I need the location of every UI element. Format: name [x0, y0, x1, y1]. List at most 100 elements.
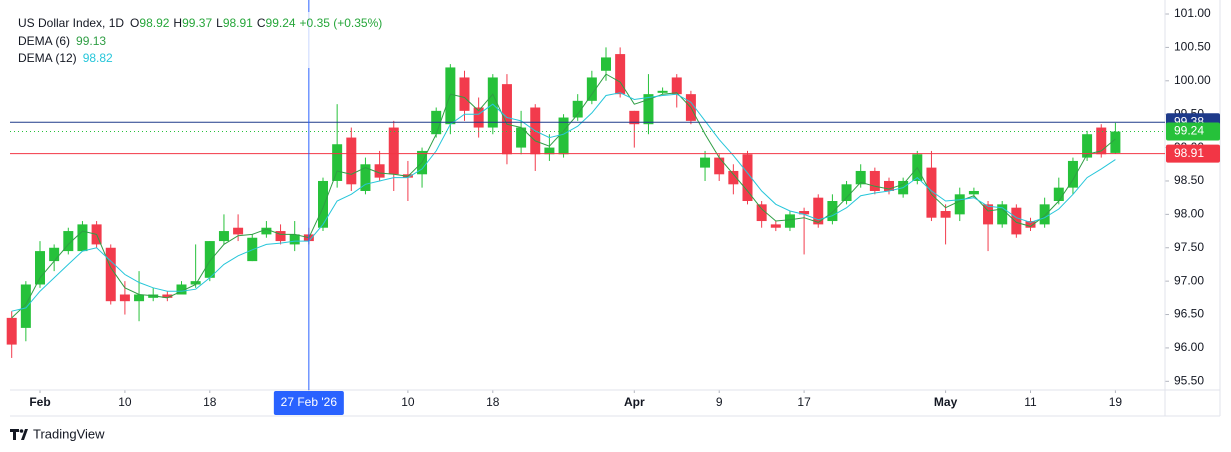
indicator-name: DEMA (12) — [18, 51, 77, 65]
candle-body — [572, 100, 583, 118]
candle-body — [204, 241, 215, 278]
candle-body — [671, 77, 682, 95]
candle-body — [799, 211, 810, 215]
x-tick-label: 19 — [1109, 395, 1123, 409]
y-tick-label: 100.50 — [1174, 40, 1211, 54]
candle-body — [1110, 131, 1121, 153]
candle-body — [20, 284, 31, 328]
ohlc-value: 99.37 — [182, 16, 212, 30]
candle-body — [770, 224, 781, 228]
x-tick-label: 17 — [797, 395, 811, 409]
candle-body — [1039, 204, 1050, 225]
candle-body — [813, 197, 824, 225]
candle-body — [700, 157, 711, 168]
candle-body — [728, 170, 739, 185]
y-tick-label: 95.50 — [1174, 373, 1204, 387]
y-tick-label: 96.00 — [1174, 340, 1204, 354]
x-tick-label: 10 — [118, 395, 132, 409]
candle-body — [869, 170, 880, 191]
header: US Dollar Index, 1D O98.92 H99.37 L98.91 C99… — [18, 16, 382, 30]
brand-logo: TradingView — [10, 426, 105, 441]
candle-body — [119, 294, 130, 302]
candle-body — [884, 180, 894, 191]
ohlc-value: 98.92 — [139, 16, 169, 30]
x-tick-label: 18 — [486, 395, 500, 409]
x-tick-label: 18 — [203, 395, 217, 409]
candle-body — [346, 137, 357, 185]
x-tick-label: 9 — [716, 395, 723, 409]
candle-body — [940, 211, 951, 218]
x-tick-label: Apr — [624, 395, 645, 409]
candle-body — [176, 284, 187, 295]
x-tick-label: May — [934, 395, 958, 409]
candle-body — [388, 127, 399, 175]
indicator-line — [11, 73, 1116, 319]
candle-body — [162, 294, 173, 298]
ohlc-label: C — [257, 16, 266, 30]
candle-body — [6, 317, 17, 345]
brand-name: TradingView — [33, 426, 105, 441]
price-line-badge — [1166, 144, 1220, 163]
crosshair-date-label: 27 Feb '26 — [281, 395, 338, 409]
candle-body — [77, 224, 88, 252]
candle-body — [714, 157, 725, 175]
candle-body — [275, 231, 286, 242]
candle-body — [1025, 221, 1036, 228]
logo-dot — [19, 429, 24, 433]
candle-body — [63, 231, 74, 252]
candle-body — [374, 164, 385, 178]
indicator-legend: DEMA (12) 98.82 — [18, 51, 113, 65]
candle-body — [855, 170, 866, 185]
ohlc-label: L — [216, 16, 223, 30]
candle-body — [657, 90, 668, 93]
candle-body — [968, 190, 979, 195]
candle-body — [1082, 134, 1093, 158]
candle-body — [643, 94, 654, 125]
candle-body — [289, 234, 300, 245]
x-tick-label: Feb — [29, 395, 50, 409]
ohlc-value: 98.91 — [223, 16, 253, 30]
candle-body — [218, 231, 229, 242]
indicator-name: DEMA (6) — [18, 34, 70, 48]
price-line-label: 98.91 — [1174, 146, 1204, 160]
ohlc-label: H — [173, 16, 182, 30]
candle-body — [190, 281, 201, 285]
candle-body — [742, 154, 753, 202]
candle-body — [544, 147, 555, 155]
candle-body — [516, 127, 527, 148]
y-tick-label: 98.00 — [1174, 207, 1204, 221]
indicator-legend: DEMA (6) 99.13 — [18, 34, 106, 48]
candle-body — [459, 77, 470, 111]
candle-body — [1096, 127, 1107, 155]
last-price-label: 99.24 — [1174, 124, 1204, 138]
candle-body — [332, 144, 343, 181]
candle-body — [558, 117, 569, 155]
candle-body — [360, 164, 371, 191]
y-tick-label: 98.50 — [1174, 173, 1204, 187]
x-tick-label: 11 — [1024, 395, 1037, 409]
indicator-value: 99.13 — [76, 34, 106, 48]
candle-body — [473, 107, 484, 128]
candle-body — [49, 247, 60, 262]
legend-backdrop — [14, 12, 394, 68]
candle-body — [926, 167, 937, 218]
symbol: US Dollar Index, 1D — [18, 16, 124, 30]
candle-body — [1053, 187, 1064, 202]
y-tick-label: 97.50 — [1174, 240, 1204, 254]
change: +0.35 (+0.35%) — [300, 16, 383, 30]
y-tick-label: 97.00 — [1174, 273, 1204, 287]
x-tick-label: 10 — [401, 395, 415, 409]
candle-body — [997, 204, 1008, 225]
ohlc-label: O — [130, 16, 139, 30]
candle-body — [134, 294, 145, 302]
candle-body — [954, 194, 965, 215]
ohlc-value: 99.24 — [266, 16, 296, 30]
overlay: Feb 10 18 27 Feb '26 10 18 Apr 9 17 May 11 1999.389… — [10, 0, 1220, 415]
last-price-badge — [1166, 122, 1220, 141]
candle-body — [487, 77, 498, 128]
candle-body — [35, 251, 45, 285]
candle-body — [501, 84, 512, 155]
candle-body — [629, 110, 640, 125]
candle-body — [1011, 207, 1022, 235]
